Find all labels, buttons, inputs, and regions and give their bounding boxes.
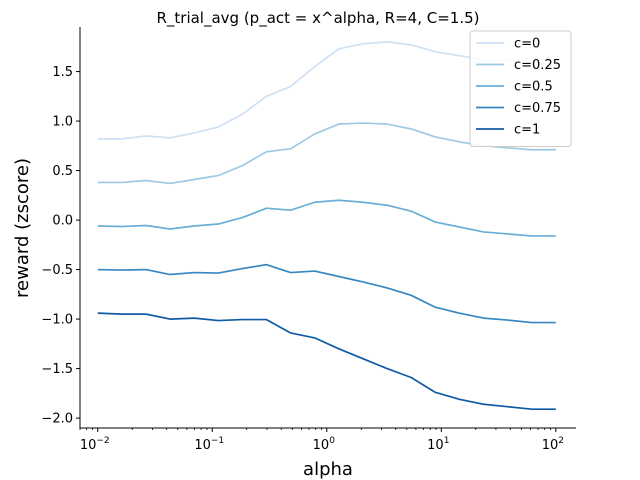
series-line-3 bbox=[97, 263, 556, 324]
x-tick-label: 10−2 bbox=[80, 436, 110, 453]
y-tick-label: −0.5 bbox=[41, 263, 73, 278]
y-tick-label: 0.0 bbox=[52, 214, 73, 229]
x-tick-label: 102 bbox=[542, 436, 564, 453]
x-axis-label: alpha bbox=[303, 459, 353, 480]
x-tick-label: 101 bbox=[427, 436, 449, 453]
y-tick-label: −1.0 bbox=[41, 313, 73, 328]
y-tick-label: 1.0 bbox=[52, 115, 73, 130]
y-tick-label: 0.5 bbox=[52, 164, 73, 179]
y-axis-label: reward (zscore) bbox=[12, 158, 33, 298]
x-tick-label: 10−1 bbox=[194, 436, 224, 453]
y-tick-label: −1.5 bbox=[41, 362, 73, 377]
legend-label: c=0 bbox=[514, 37, 540, 52]
series-line-4 bbox=[97, 312, 556, 411]
legend-label: c=1 bbox=[514, 123, 540, 138]
ticks-layer: −2.0 −1.5 −1.0 −0.5 0.0 0.5 1.0 1.5 10−2 10−1 100 1… bbox=[41, 65, 564, 453]
x-tick-label: 100 bbox=[313, 436, 336, 453]
legend: c=0 c=0.25 c=0.5 c=0.75 c=1 bbox=[469, 30, 572, 147]
y-tick-label: −2.0 bbox=[41, 412, 73, 427]
legend-box bbox=[469, 30, 572, 147]
y-tick-label: 1.5 bbox=[52, 65, 73, 80]
legend-label: c=0.5 bbox=[514, 80, 553, 95]
legend-label: c=0.75 bbox=[514, 101, 561, 116]
axes-layer bbox=[79, 27, 576, 429]
chart-title: R_trial_avg (p_act = x^alpha, R=4, C=1.5… bbox=[156, 9, 479, 28]
legend-label: c=0.25 bbox=[514, 58, 561, 73]
series-line-2 bbox=[97, 199, 556, 237]
